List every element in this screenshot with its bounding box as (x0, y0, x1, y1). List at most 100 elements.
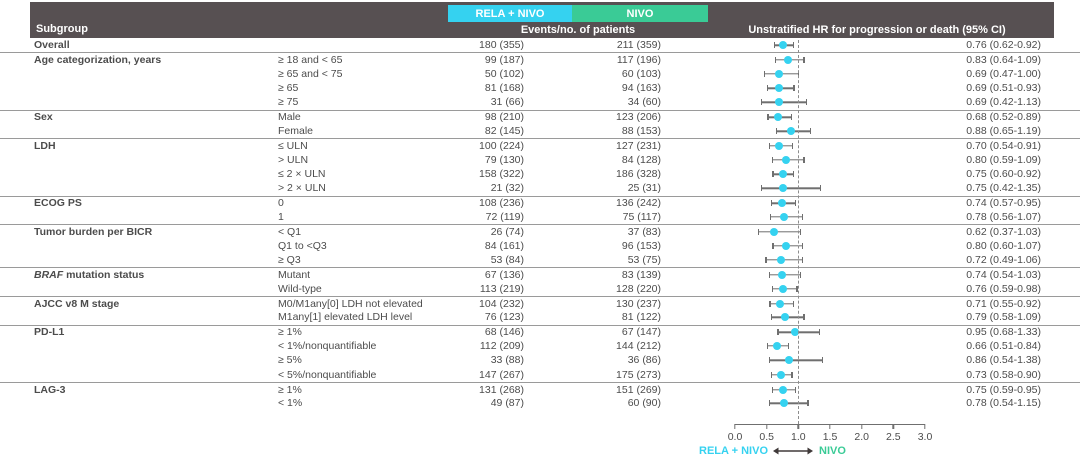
ci-end-cap (803, 156, 805, 163)
ci-end-cap (768, 271, 770, 278)
ci-end-cap (772, 171, 774, 178)
arm1-events-value: 108 (236) (479, 197, 524, 210)
axis-tick (860, 424, 863, 429)
arm2-events-value: 25 (31) (627, 182, 661, 195)
arm2-events-value: 186 (328) (616, 167, 661, 180)
axis-tick-label: 2.0 (854, 431, 869, 443)
arm2-events-value: 83 (139) (621, 268, 661, 281)
hr-ci-text: 0.83 (0.64-1.09) (966, 53, 1041, 66)
ci-end-cap (792, 42, 794, 49)
forest-row: PD-L1 ≥ 1% 68 (146) 67 (147) 0.95 (0.68-1.33… (0, 324, 1080, 339)
ci-end-cap (794, 200, 796, 207)
arm1-events-value: 147 (267) (479, 368, 524, 381)
hr-point-marker (777, 270, 786, 279)
hr-point-marker (777, 199, 786, 208)
arm1-events-value: 31 (66) (490, 96, 524, 109)
ci-end-cap (791, 371, 793, 378)
hr-point-marker (785, 356, 794, 365)
hr-ci-text: 0.69 (0.51-0.93) (966, 81, 1041, 94)
ci-end-cap (771, 285, 774, 292)
table-header: Subgroup RELA + NIVO NIVO Events/no. of … (30, 2, 1054, 38)
forest-row: LDH ≤ ULN 100 (224) 127 (231) 0.70 (0.54-0.9… (0, 138, 1080, 152)
ci-end-cap (794, 386, 796, 393)
subgroup-level-label: ≥ Q3 (278, 253, 301, 266)
ci-end-cap (771, 371, 773, 378)
arm2-events-value: 60 (90) (627, 397, 661, 410)
forest-row: > ULN 79 (130) 84 (128) 0.80 (0.59-1.09) (0, 153, 1080, 167)
subgroup-level-label: < 5%/nonquantifiable (278, 368, 377, 381)
ci-end-cap (809, 128, 812, 135)
axis-tick-label: 2.5 (886, 431, 901, 443)
forest-row: LAG-3 ≥ 1% 131 (268) 151 (269) 0.75 (0.59-0.… (0, 381, 1080, 396)
subgroup-group-label: PD-L1 (34, 325, 65, 338)
hr-point-marker (781, 241, 790, 250)
forest-row: ≥ Q3 53 (84) 53 (75) 0.72 (0.49-1.06) (0, 253, 1080, 267)
hr-ci-text: 0.78 (0.54-1.15) (966, 397, 1041, 410)
arm1-events-value: 100 (224) (479, 139, 524, 152)
forest-row: ≥ 75 31 (66) 34 (60) 0.69 (0.42-1.13) (0, 95, 1080, 109)
hr-ci-text: 0.73 (0.58-0.90) (966, 368, 1041, 381)
ci-end-cap (761, 185, 763, 192)
ci-end-cap (799, 271, 801, 278)
arm2-events-value: 84 (128) (621, 153, 661, 166)
forest-row: Tumor burden per BICR < Q1 26 (74) 37 (83) 0… (0, 224, 1080, 238)
ci-end-cap (801, 257, 803, 264)
forest-row: Age categorization, years ≥ 18 and < 65 99… (0, 52, 1080, 66)
axis-tick (829, 424, 831, 429)
subgroup-group-label: AJCC v8 M stage (34, 297, 120, 310)
ci-end-cap (767, 114, 769, 121)
arm1-events-value: 112 (209) (479, 339, 524, 352)
arm1-events-value: 67 (136) (484, 268, 524, 281)
hr-point-marker (774, 113, 783, 122)
subgroup-level-label: ≥ 1% (278, 383, 302, 396)
subgroup-group-label: Tumor burden per BICR (34, 225, 153, 238)
hr-point-marker (775, 299, 784, 308)
ci-end-cap (819, 185, 822, 192)
hr-ci-text: 0.74 (0.54-1.03) (966, 268, 1041, 281)
forest-row: < 1%/nonquantifiable 112 (209) 144 (212) 0.… (0, 339, 1080, 353)
arm1-events-value: 104 (232) (479, 297, 524, 310)
arm1-events-value: 131 (268) (479, 383, 524, 396)
hr-point-marker (786, 127, 795, 136)
ci-end-cap (802, 214, 804, 221)
arm2-events-value: 130 (237) (616, 297, 661, 310)
axis-tick (797, 424, 800, 429)
arm1-events-value: 21 (32) (490, 182, 524, 195)
hr-ci-text: 0.79 (0.58-1.09) (966, 311, 1041, 324)
hr-ci-text: 0.70 (0.54-0.91) (966, 139, 1041, 152)
forest-rows: Overall 180 (355) 211 (359) 0.76 (0.62-0.92… (0, 38, 1080, 411)
subgroup-level-label: ≥ 65 and < 75 (278, 67, 343, 80)
subgroup-level-label: 0 (278, 197, 284, 210)
subgroup-level-label: < 1%/nonquantifiable (278, 339, 377, 352)
forest-row: Overall 180 (355) 211 (359) 0.76 (0.62-0.92… (0, 38, 1080, 52)
hr-ci-text: 0.76 (0.59-0.98) (966, 282, 1041, 295)
forest-row: BRAF mutation status Mutant 67 (136) 83 (13… (0, 267, 1080, 281)
forest-row: Q1 to <Q3 84 (161) 96 (153) 0.80 (0.60-1.07… (0, 239, 1080, 253)
subgroup-group-label: Sex (34, 111, 53, 124)
hr-ci-text: 0.71 (0.55-0.92) (966, 297, 1041, 310)
arm1-events-value: 26 (74) (490, 225, 524, 238)
arm2-events-value: 94 (163) (621, 81, 661, 94)
hr-point-marker (774, 98, 783, 107)
ci-end-cap (775, 128, 777, 135)
hr-ci-text: 0.88 (0.65-1.19) (966, 124, 1041, 137)
subgroup-level-label: ≥ 5% (278, 354, 302, 367)
hr-ci-text: 0.68 (0.52-0.89) (966, 111, 1041, 124)
hr-ci-text: 0.80 (0.60-1.07) (966, 239, 1041, 252)
arm2-events-value: 75 (117) (622, 210, 661, 223)
hr-point-marker (779, 41, 788, 50)
subgroup-level-label: Female (278, 124, 314, 137)
hr-point-marker (772, 342, 781, 351)
arm2-events-value: 67 (147) (621, 325, 661, 338)
subgroup-group-label: BRAF mutation status (34, 268, 145, 281)
subgroup-level-label: > 2 × ULN (278, 182, 326, 195)
hr-point-marker (776, 256, 785, 265)
forest-row: < 5%/nonquantifiable 147 (267) 175 (273) 0.… (0, 368, 1080, 382)
ci-end-cap (802, 242, 804, 249)
arm2-events-value: 127 (231) (616, 139, 661, 152)
hr-ci-text: 0.74 (0.57-0.95) (966, 197, 1041, 210)
subgroup-level-label: 1 (278, 210, 284, 223)
arm-rela-nivo-header: RELA + NIVO (448, 5, 572, 22)
forest-row: Wild-type 113 (219) 128 (220) 0.76 (0.59-0.… (0, 282, 1080, 296)
subgroup-group-label: LAG-3 (34, 383, 66, 396)
